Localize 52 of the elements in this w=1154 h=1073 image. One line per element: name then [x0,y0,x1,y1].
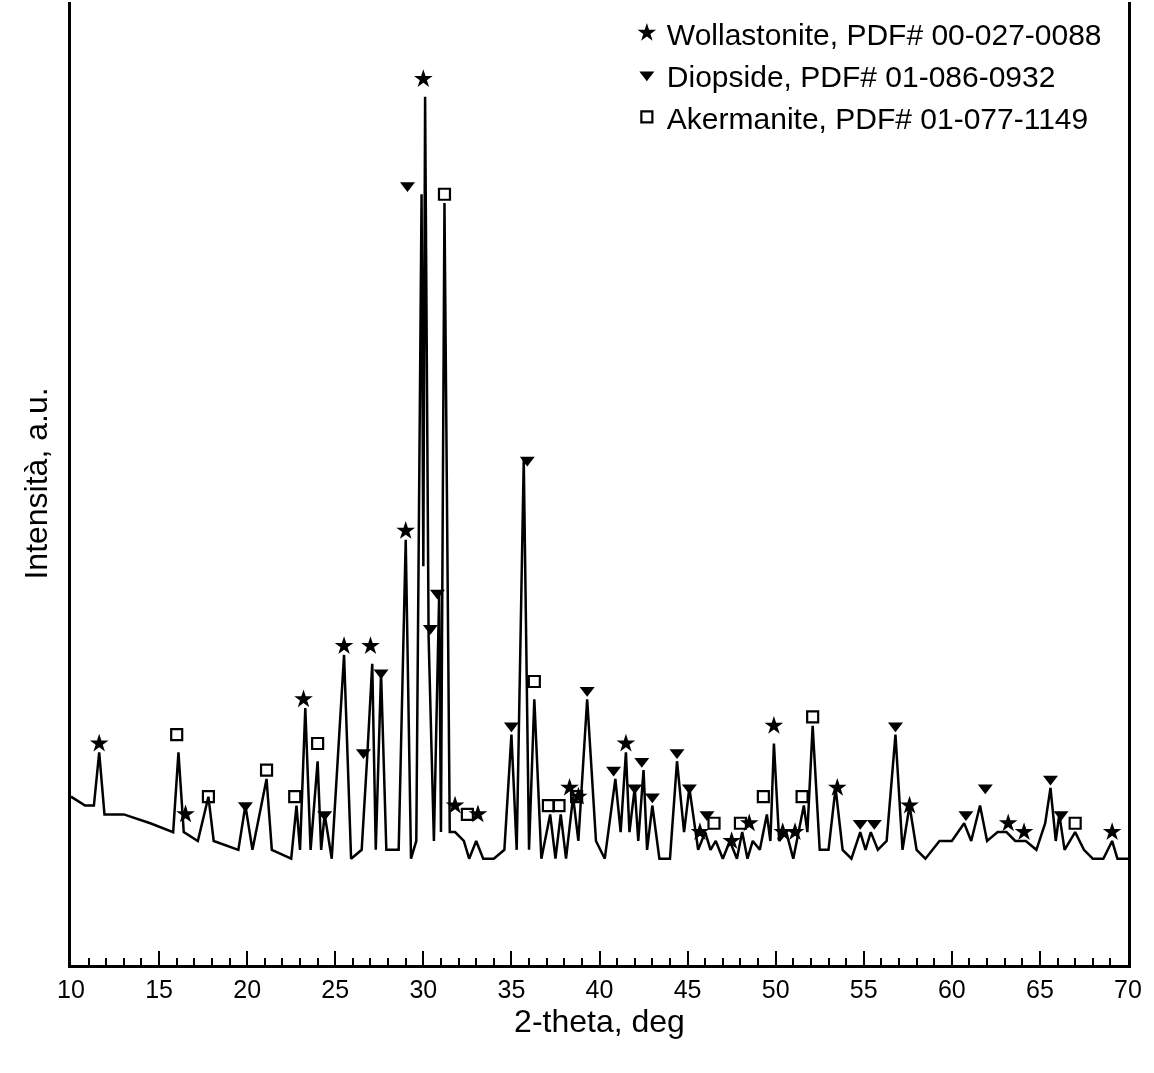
x-tick-label: 60 [937,974,966,1003]
point [396,521,416,539]
x-tick-label: 50 [761,974,790,1003]
x-tick-label: 40 [585,974,614,1003]
point [201,790,216,804]
point [707,816,721,830]
x-tick-label: 35 [497,974,526,1003]
point [259,763,274,777]
point [690,822,710,841]
point [756,790,770,804]
legend-label: Diopside, PDF# 01-086-0932 [666,59,1056,93]
point [722,831,741,849]
point [445,795,465,814]
point [998,813,1018,832]
point [764,716,784,734]
point [437,187,452,201]
x-tick-label: 45 [673,974,702,1003]
point [176,804,195,823]
point [170,728,184,742]
point [552,798,566,813]
legend-label: Wollastonite, PDF# 00-027-0088 [666,17,1102,51]
x-tick-label: 10 [57,974,85,1003]
point [806,710,820,724]
point [1014,822,1034,841]
point [361,636,380,654]
point [1102,822,1122,841]
x-tick-label: 25 [321,974,350,1003]
x-tick-label: 65 [1026,974,1054,1003]
x-tick-label: 15 [145,974,173,1003]
point [527,674,541,689]
legend-label: Akermanite, PDF# 01-077-1149 [666,101,1089,135]
point [311,736,325,751]
point [468,804,488,823]
point [785,822,805,841]
point [900,795,919,814]
point [828,778,847,796]
x-tick-label: 55 [849,974,878,1003]
point [294,689,313,708]
x-tick-label: 30 [409,974,438,1003]
point [460,807,474,821]
x-tick-label: 70 [1114,974,1142,1003]
point [1068,816,1082,830]
x-tick-label: 20 [233,974,262,1003]
y-axis-title: Intensità, a.u. [17,387,54,580]
point [89,733,109,752]
point [795,790,809,804]
point [733,816,748,830]
point [288,790,302,804]
point [414,69,433,88]
point [334,636,354,654]
x-axis-title: 2-theta, deg [514,1002,685,1039]
point [616,733,636,752]
